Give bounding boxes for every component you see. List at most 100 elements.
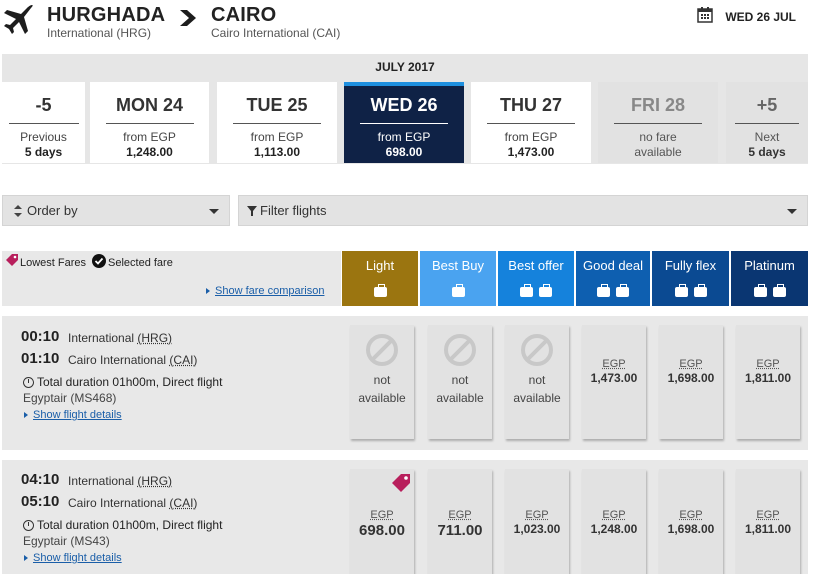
fare-cell-best-buy-unavailable: not available bbox=[428, 325, 492, 439]
lowest-fares-label: Lowest Fares bbox=[20, 257, 86, 269]
day-tue-25[interactable]: TUE 25 from EGP 1,113.00 bbox=[217, 82, 337, 163]
arrival-airport-code: (CAI) bbox=[169, 496, 197, 510]
flight-row: 04:10 International (HRG) 05:10 Cairo In… bbox=[2, 460, 808, 574]
fare-price: 1,811.00 bbox=[736, 522, 800, 536]
currency-label: EGP bbox=[505, 509, 569, 521]
departure-airport: International (HRG) bbox=[68, 331, 172, 345]
departure-airport-code: (HRG) bbox=[137, 474, 172, 488]
fare-column-platinum[interactable]: Platinum bbox=[731, 251, 808, 306]
day-thu-27[interactable]: THU 27 from EGP 1,473.00 bbox=[471, 82, 591, 163]
calendar-icon bbox=[697, 7, 713, 23]
baggage-icons bbox=[731, 284, 808, 298]
na-line2: available bbox=[358, 391, 405, 405]
suitcase-icon bbox=[675, 287, 688, 297]
arrow-right-icon bbox=[177, 8, 199, 28]
day-price: 1,248.00 bbox=[90, 145, 209, 159]
fare-cell-best-offer[interactable]: EGP 1,023.00 bbox=[505, 469, 569, 574]
departure-time: 04:10 bbox=[21, 471, 59, 488]
day-price: 1,473.00 bbox=[471, 145, 591, 159]
next-text: Next bbox=[726, 130, 808, 144]
next-days-button[interactable]: +5 Next 5 days bbox=[726, 82, 808, 163]
suitcase-icon bbox=[616, 287, 629, 297]
not-available-text: not available bbox=[428, 371, 492, 407]
filter-flights-dropdown[interactable]: Filter flights bbox=[238, 195, 808, 226]
divider bbox=[614, 123, 702, 124]
fare-cell-fully-flex[interactable]: EGP 1,698.00 bbox=[659, 469, 723, 574]
fare-column-light[interactable]: Light bbox=[342, 251, 418, 306]
clock-icon bbox=[23, 520, 34, 531]
fare-column-fully-flex[interactable]: Fully flex bbox=[652, 251, 729, 306]
fare-price: 1,473.00 bbox=[582, 371, 646, 385]
divider bbox=[735, 123, 799, 124]
departure-airport-name: International bbox=[68, 331, 134, 345]
destination-airport: Cairo International (CAI) bbox=[211, 26, 340, 40]
show-flight-details-link[interactable]: Show flight details bbox=[33, 552, 122, 564]
fare-name: Fully flex bbox=[652, 258, 729, 273]
fare-column-good-deal[interactable]: Good deal bbox=[576, 251, 650, 306]
not-available-icon bbox=[520, 333, 554, 367]
suitcase-icon bbox=[539, 287, 552, 297]
fare-cell-light-lowest[interactable]: EGP 698.00 bbox=[350, 469, 414, 574]
baggage-icons bbox=[652, 284, 729, 298]
fare-cell-best-buy[interactable]: EGP 711.00 bbox=[428, 469, 492, 574]
flight-duration: Total duration 01h00m, Direct flight bbox=[37, 375, 222, 389]
arrival-time: 01:10 bbox=[21, 350, 59, 367]
fare-cell-good-deal[interactable]: EGP 1,248.00 bbox=[582, 469, 646, 574]
previous-days-label: -5 bbox=[2, 95, 85, 119]
currency-label: EGP bbox=[659, 358, 723, 370]
fare-name: Best offer bbox=[498, 258, 574, 273]
arrival-airport: Cairo International (CAI) bbox=[68, 353, 197, 367]
travel-date: WED 26 JUL bbox=[725, 10, 796, 24]
available-label: available bbox=[598, 145, 718, 159]
fare-price: 698.00 bbox=[350, 522, 414, 539]
destination-city: CAIRO bbox=[211, 4, 276, 27]
chevron-down-icon bbox=[209, 209, 219, 214]
fare-cell-platinum[interactable]: EGP 1,811.00 bbox=[736, 469, 800, 574]
fare-cell-best-offer-unavailable: not available bbox=[505, 325, 569, 439]
day-wed-26-selected[interactable]: WED 26 from EGP 698.00 bbox=[344, 82, 464, 163]
suitcase-icon bbox=[374, 287, 387, 297]
arrival-airport-name: Cairo International bbox=[68, 496, 166, 510]
fare-legend: Lowest Fares Selected fare Show fare com… bbox=[2, 251, 341, 306]
date-selector: JULY 2017 -5 Previous 5 days MON 24 from… bbox=[2, 54, 808, 164]
selected-fare-label: Selected fare bbox=[108, 257, 173, 269]
currency-label: EGP bbox=[736, 509, 800, 521]
na-line2: available bbox=[436, 391, 483, 405]
currency-label: EGP bbox=[582, 358, 646, 370]
day-mon-24[interactable]: MON 24 from EGP 1,248.00 bbox=[90, 82, 209, 163]
fare-cell-fully-flex[interactable]: EGP 1,698.00 bbox=[659, 325, 723, 439]
arrival-airport-name: Cairo International bbox=[68, 353, 166, 367]
check-circle-icon bbox=[92, 254, 106, 268]
fare-price: 1,811.00 bbox=[736, 371, 800, 385]
currency-label: EGP bbox=[582, 509, 646, 521]
show-fare-comparison-link[interactable]: Show fare comparison bbox=[215, 285, 324, 297]
previous-days-count: 5 days bbox=[2, 145, 85, 159]
suitcase-icon bbox=[754, 287, 767, 297]
day-price: 1,113.00 bbox=[217, 145, 337, 159]
duration-value: 01h00m, Direct flight bbox=[112, 518, 222, 532]
fare-price: 1,248.00 bbox=[582, 522, 646, 536]
fare-name: Best Buy bbox=[420, 258, 496, 273]
previous-days-button[interactable]: -5 Previous 5 days bbox=[2, 82, 85, 163]
departure-airport-code: (HRG) bbox=[137, 331, 172, 345]
fare-cell-platinum[interactable]: EGP 1,811.00 bbox=[736, 325, 800, 439]
day-from-label: from EGP bbox=[90, 130, 209, 144]
lowest-fare-tag-icon bbox=[391, 473, 411, 493]
fare-column-best-offer[interactable]: Best offer bbox=[498, 251, 574, 306]
fare-column-best-buy[interactable]: Best Buy bbox=[420, 251, 496, 306]
fare-name: Good deal bbox=[576, 258, 650, 273]
currency-label: EGP bbox=[350, 509, 414, 521]
fare-cell-good-deal[interactable]: EGP 1,473.00 bbox=[582, 325, 646, 439]
show-flight-details-link[interactable]: Show flight details bbox=[33, 409, 122, 421]
filter-icon bbox=[247, 204, 257, 218]
day-name: MON 24 bbox=[90, 95, 209, 119]
day-from-label: from EGP bbox=[471, 130, 591, 144]
divider bbox=[106, 123, 194, 124]
route-header: HURGHADA International (HRG) CAIRO Cairo… bbox=[0, 0, 820, 50]
suitcase-icon bbox=[520, 287, 533, 297]
day-from-label: from EGP bbox=[217, 130, 337, 144]
day-fri-28: FRI 28 no fare available bbox=[598, 82, 718, 163]
flight-row: 00:10 International (HRG) 01:10 Cairo In… bbox=[2, 316, 808, 450]
order-by-dropdown[interactable]: Order by bbox=[2, 195, 230, 226]
divider bbox=[360, 123, 448, 124]
